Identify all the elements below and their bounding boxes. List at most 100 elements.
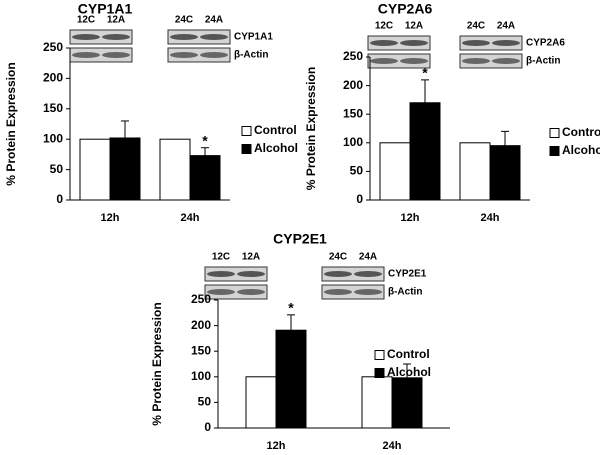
bar — [245, 376, 277, 429]
y-tick-label: 150 — [191, 343, 211, 357]
blot-strip — [459, 53, 523, 69]
blot-band — [400, 58, 428, 64]
significance-mark: * — [202, 132, 208, 148]
bar — [189, 155, 221, 201]
blot-band — [492, 40, 520, 46]
blot-band — [324, 289, 352, 295]
protein-label: β-Actin — [526, 56, 560, 67]
protein-label: CYP2E1 — [388, 269, 427, 280]
blot-band — [462, 40, 490, 46]
y-tick-label: 150 — [43, 101, 63, 115]
y-tick-label: 50 — [350, 164, 364, 178]
bar — [379, 142, 411, 201]
blot-band — [370, 58, 398, 64]
y-tick-label: 250 — [191, 292, 211, 306]
lane-label: 24C — [329, 252, 347, 263]
legend-label: Control — [562, 125, 600, 139]
legend-label: Alcohol — [562, 143, 600, 157]
blot-band — [170, 34, 198, 40]
blot-strip — [167, 29, 231, 45]
blot-strip — [167, 47, 231, 63]
legend-swatch — [241, 126, 252, 136]
significance-mark: * — [422, 65, 428, 81]
y-tick-label: 100 — [43, 131, 63, 145]
lane-label: 12C — [77, 15, 95, 26]
chart-title: CYP2A6 — [378, 1, 433, 17]
protein-label: CYP2A6 — [526, 38, 565, 49]
blot-band — [237, 271, 265, 277]
blot-strip — [367, 35, 431, 51]
lane-label: 12A — [107, 15, 125, 26]
blot-band — [200, 52, 228, 58]
blot-strip — [321, 266, 385, 282]
blot-band — [400, 40, 428, 46]
blot-band — [370, 40, 398, 46]
bar — [361, 376, 393, 429]
blot-band — [324, 271, 352, 277]
lane-label: 24A — [205, 15, 223, 26]
x-tick-label: 12h — [401, 212, 420, 224]
lane-label: 24A — [497, 21, 515, 32]
legend-swatch — [549, 128, 560, 138]
bar — [159, 138, 191, 201]
lane-label: 12C — [212, 252, 230, 263]
bar — [275, 329, 307, 429]
y-tick-label: 250 — [343, 49, 363, 63]
blot-strip — [204, 284, 268, 300]
legend-swatch — [374, 368, 385, 378]
blot-band — [102, 34, 130, 40]
y-tick-label: 0 — [356, 192, 363, 206]
legend-swatch — [549, 146, 560, 156]
lane-label: 12C — [375, 21, 393, 32]
y-axis-label: % Protein Expression — [150, 302, 164, 425]
y-axis-label: % Protein Expression — [304, 67, 318, 190]
y-tick-label: 200 — [191, 318, 211, 332]
lane-label: 24C — [467, 21, 485, 32]
x-tick-label: 12h — [267, 440, 286, 452]
x-tick-label: 24h — [383, 440, 402, 452]
bar — [391, 377, 423, 429]
lane-label: 12A — [242, 252, 260, 263]
y-tick-label: 50 — [198, 395, 212, 409]
protein-label: CYP1A1 — [234, 32, 273, 43]
lane-label: 24A — [359, 252, 377, 263]
blot-band — [207, 271, 235, 277]
legend-swatch — [241, 144, 252, 154]
blot-band — [237, 289, 265, 295]
blot-strip — [367, 53, 431, 69]
blot-strip — [459, 35, 523, 51]
y-tick-label: 50 — [50, 162, 64, 176]
y-axis-label: % Protein Expression — [4, 62, 18, 185]
y-tick-label: 0 — [56, 192, 63, 206]
protein-label: β-Actin — [234, 50, 268, 61]
bar — [459, 142, 491, 201]
blot-strip — [321, 284, 385, 300]
bar — [489, 145, 521, 201]
blot-band — [72, 52, 100, 58]
legend-label: Control — [387, 347, 430, 361]
bar — [79, 138, 111, 201]
legend-label: Alcohol — [254, 141, 298, 155]
y-tick-label: 250 — [43, 40, 63, 54]
y-tick-label: 200 — [343, 78, 363, 92]
y-tick-label: 100 — [343, 135, 363, 149]
legend-swatch — [374, 350, 385, 360]
chart-title: CYP2E1 — [273, 231, 327, 247]
x-tick-label: 12h — [101, 212, 120, 224]
y-tick-label: 0 — [204, 420, 211, 434]
legend-label: Alcohol — [387, 365, 431, 379]
blot-band — [492, 58, 520, 64]
blot-band — [102, 52, 130, 58]
blot-band — [207, 289, 235, 295]
blot-band — [462, 58, 490, 64]
blot-band — [354, 289, 382, 295]
significance-mark: * — [288, 300, 294, 316]
blot-band — [200, 34, 228, 40]
y-tick-label: 150 — [343, 106, 363, 120]
bar — [409, 102, 441, 201]
y-tick-label: 200 — [43, 71, 63, 85]
blot-band — [354, 271, 382, 277]
legend-label: Control — [254, 123, 297, 137]
chart-title: CYP1A1 — [78, 1, 133, 17]
